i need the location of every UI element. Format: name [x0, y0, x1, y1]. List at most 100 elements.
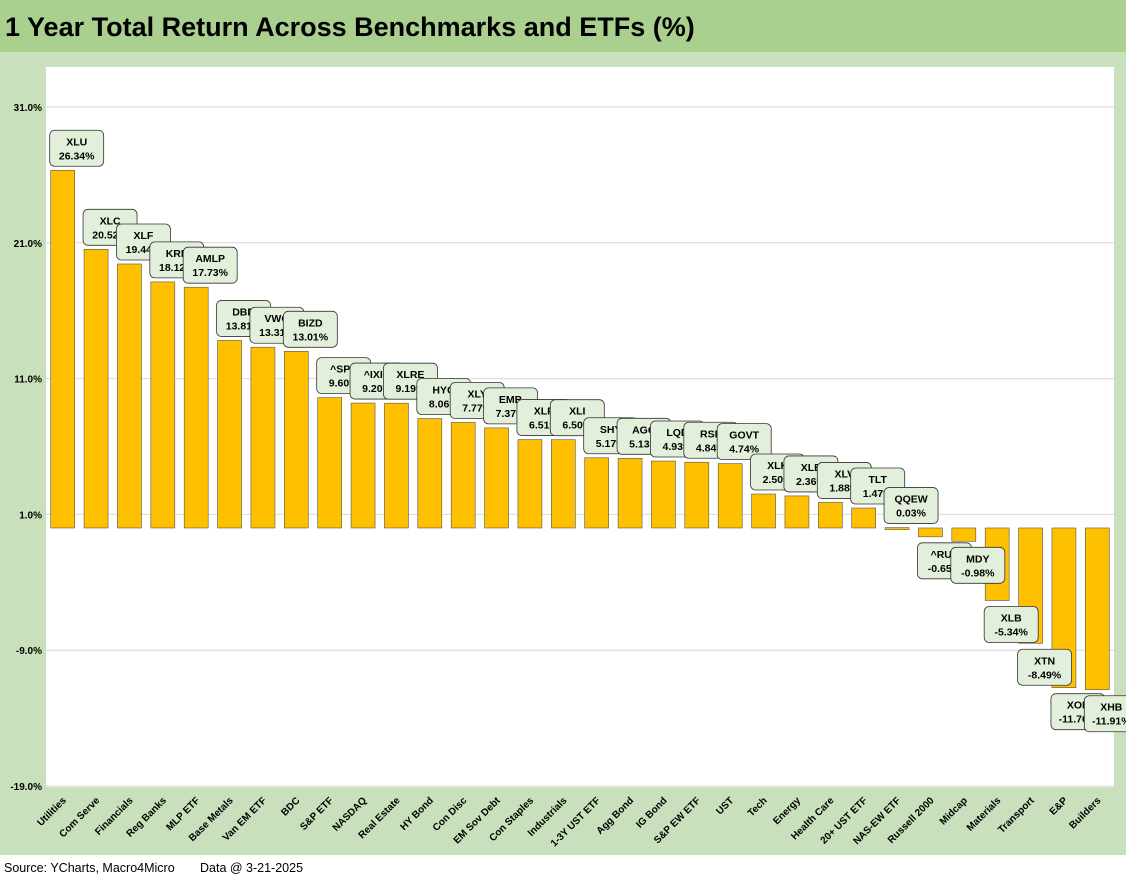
data-label-box	[49, 129, 105, 167]
y-tick-label: -19.0%	[10, 782, 42, 793]
data-label-ticker: XLRE	[396, 369, 424, 381]
bar	[684, 461, 710, 529]
bar	[1085, 527, 1110, 691]
data-label-ticker: TLT	[868, 474, 887, 486]
data-label: AMLP 17.73%	[182, 246, 238, 284]
data-label: XTN -8.49%	[1017, 648, 1072, 686]
data-label-ticker: EMB	[499, 394, 523, 406]
data-label-ticker: XLC	[100, 215, 121, 227]
y-tick-label: 11.0%	[14, 375, 42, 386]
data-label: QQEW 0.03%	[883, 487, 939, 524]
bar	[818, 502, 843, 529]
bar	[117, 263, 142, 529]
data-label-value: 0.03%	[896, 508, 926, 520]
data-label-box	[1017, 648, 1072, 686]
x-tick-label: Energy	[771, 795, 803, 827]
bar	[884, 527, 910, 530]
data-label-ticker: KRE	[166, 248, 188, 260]
data-label-ticker: RSP	[700, 428, 722, 440]
data-label-ticker: XOP	[1067, 700, 1089, 712]
data-label-ticker: AMLP	[195, 253, 225, 265]
bar	[651, 460, 676, 529]
bar	[150, 281, 176, 529]
x-tick-label: Utilities	[35, 795, 69, 829]
data-label-box	[182, 246, 238, 284]
x-tick-label: Builders	[1067, 795, 1103, 831]
data-label-ticker: MDY	[966, 553, 989, 565]
data-label-ticker: XHB	[1100, 702, 1123, 714]
bar	[384, 402, 409, 529]
bar	[784, 495, 810, 529]
x-tick-label: HY Bond	[398, 795, 436, 833]
data-label-box	[1083, 695, 1126, 733]
bar	[484, 427, 509, 529]
x-tick-label: Transport	[996, 795, 1037, 836]
data-label-value: -0.98%	[961, 567, 995, 579]
data-label-ticker: GOVT	[729, 430, 759, 442]
data-label-value: 4.74%	[729, 444, 759, 456]
x-tick-label: UST	[714, 795, 736, 817]
data-label: GOVT 4.74%	[716, 423, 772, 461]
bar	[83, 249, 109, 529]
data-label-ticker: XLF	[134, 230, 154, 242]
source-note: Source: YCharts, Macro4Micro	[4, 861, 175, 875]
x-tick-label: E&P	[1048, 795, 1071, 818]
bar	[417, 418, 443, 529]
data-label-box	[716, 423, 772, 461]
y-tick-label: 1.0%	[19, 510, 42, 521]
chart-title: 1 Year Total Return Across Benchmarks an…	[5, 12, 695, 42]
bar	[617, 458, 643, 529]
data-label-box	[983, 606, 1039, 643]
bar	[751, 493, 776, 529]
bar	[918, 527, 943, 538]
bar	[284, 351, 309, 529]
footer-bar	[0, 855, 1126, 885]
data-label: BIZD 13.01%	[282, 310, 338, 348]
bar	[50, 169, 75, 529]
bar	[450, 422, 476, 529]
data-label-value: 13.01%	[293, 331, 329, 343]
data-label-value: 26.34%	[59, 150, 95, 162]
data-label-ticker: BIZD	[298, 317, 323, 329]
x-tick-label: BDC	[279, 795, 302, 818]
data-label-ticker: XTN	[1034, 655, 1055, 667]
data-label: XHB -11.91%	[1083, 695, 1126, 733]
data-label-ticker: XLI	[569, 406, 585, 418]
data-label-box	[282, 310, 338, 348]
data-label-ticker: XLE	[801, 462, 821, 474]
bars	[50, 169, 1110, 691]
x-tick-label: Midcap	[938, 795, 970, 827]
bar	[517, 439, 543, 529]
bar	[183, 286, 209, 529]
data-label-box	[883, 487, 939, 524]
y-tick-label: 31.0%	[14, 103, 42, 114]
bar	[317, 397, 342, 529]
data-label-value: -8.49%	[1028, 669, 1062, 681]
data-label-ticker: LQD	[666, 427, 689, 439]
data-label-ticker: XLV	[834, 468, 854, 480]
data-label-ticker: QQEW	[894, 494, 927, 506]
data-label-value: 17.73%	[192, 267, 228, 279]
data-label-ticker: XLY	[467, 388, 486, 400]
date-note: Data @ 3-21-2025	[200, 861, 304, 875]
data-label-ticker: XLU	[66, 136, 87, 148]
bar	[951, 527, 977, 542]
y-tick-label: -9.0%	[16, 646, 42, 657]
y-tick-label: 21.0%	[14, 239, 42, 250]
data-label-ticker: XLP	[534, 406, 554, 418]
bar	[250, 346, 276, 529]
y-axis-ticks: 31.0% 21.0% 11.0% 1.0% -9.0% -19.0%	[10, 103, 42, 793]
data-label-value: -11.91%	[1092, 716, 1126, 728]
data-label-value: -5.34%	[995, 626, 1029, 638]
bar	[551, 439, 576, 529]
bar	[717, 463, 743, 529]
title-bar: 1 Year Total Return Across Benchmarks an…	[0, 0, 1126, 52]
bar	[350, 402, 376, 529]
data-label-ticker: SHY	[600, 424, 622, 436]
x-tick-label: Tech	[746, 795, 770, 819]
bar	[851, 507, 876, 529]
bar	[584, 457, 609, 529]
